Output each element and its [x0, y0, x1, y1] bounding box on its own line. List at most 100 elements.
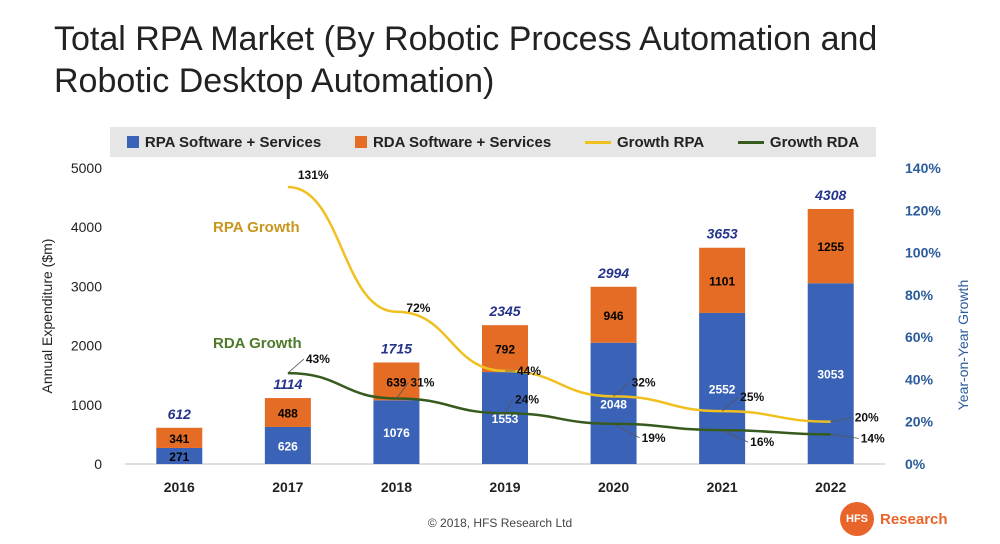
bar-label-rpa-2022: 3053: [817, 368, 844, 382]
point-label-growth-rda-2019: 24%: [515, 392, 539, 406]
bar-label-rpa-2017: 626: [278, 439, 298, 453]
y2-tick-label-2: 40%: [905, 371, 934, 387]
logo-text: Research: [880, 510, 948, 528]
point-label-growth-rda-2017: 43%: [306, 352, 330, 366]
line-growth-rda: [287, 371, 831, 436]
total-label-2017: 1114: [273, 376, 302, 392]
legend-label-growth-rda: Growth RDA: [769, 133, 860, 151]
bar-label-rpa-2018: 1076: [383, 426, 410, 440]
legend-item-rpa: RPA Software + Services: [126, 133, 322, 151]
point-label-growth-rda-2020: 19%: [642, 431, 666, 445]
y-tick-label-3000: 3000: [71, 278, 102, 294]
bar-label-rda-2016: 341: [169, 432, 189, 446]
bar-label-rda-2019: 792: [495, 343, 515, 357]
point-label-growth-rpa-2022: 20%: [855, 411, 879, 425]
x-tick-label-2019: 2019: [489, 479, 520, 495]
hfs-logo: HFS Research: [840, 502, 948, 536]
point-label-growth-rpa-2019: 44%: [517, 364, 541, 378]
y2-tick-label-6: 120%: [905, 202, 941, 218]
legend-item-growth-rda: Growth RDA: [737, 133, 860, 151]
legend-item-rda: RDA Software + Services: [354, 133, 552, 151]
y2-tick-label-1: 20%: [905, 414, 934, 430]
total-label-2022: 4308: [814, 187, 846, 203]
bar-label-rda-2021: 1101: [709, 274, 735, 288]
y2-tick-label-4: 80%: [905, 287, 934, 303]
bar-rda-2016: [156, 427, 203, 448]
point-label-growth-rda-2021: 16%: [750, 435, 774, 449]
legend-swatch-rda: [354, 136, 367, 148]
legend-swatch-rpa: [126, 136, 139, 148]
x-tick-label-2021: 2021: [707, 479, 738, 495]
total-label-2020: 2994: [597, 265, 629, 281]
point-label-growth-rpa-2018: 72%: [406, 301, 430, 315]
annotation-rda-growth: RDA Growth: [213, 335, 302, 352]
leader-growth-rpa-2020: [613, 382, 630, 397]
y-tick-label-1000: 1000: [71, 397, 102, 413]
point-label-growth-rpa-2020: 32%: [632, 375, 656, 389]
legend-label-rpa: RPA Software + Services: [144, 133, 322, 151]
legend-label-rda: RDA Software + Services: [372, 133, 552, 151]
legend-swatch-growth-rpa: [584, 140, 611, 144]
y-tick-label-4000: 4000: [71, 219, 102, 235]
x-tick-label-2016: 2016: [164, 479, 195, 495]
y-tick-label-0: 0: [94, 456, 102, 472]
y2-tick-label-5: 100%: [905, 245, 941, 261]
bar-rpa-2020: [590, 342, 637, 464]
x-tick-label-2017: 2017: [272, 479, 303, 495]
copyright-text: © 2018, HFS Research Ltd: [427, 516, 573, 530]
bar-label-rda-2022: 1255: [817, 240, 844, 254]
annotation-rpa-growth: RPA Growth: [213, 219, 300, 236]
bar-label-rpa-2021: 2552: [709, 382, 736, 396]
legend-swatch-growth-rda: [737, 140, 764, 144]
leader-growth-rpa-2021: [721, 396, 739, 412]
x-tick-label-2022: 2022: [815, 479, 846, 495]
bar-rpa-2016: [156, 447, 203, 464]
x-tick-label-2018: 2018: [381, 479, 412, 495]
bar-rda-2021: [699, 247, 746, 313]
bar-rda-2022: [807, 208, 854, 284]
point-label-growth-rpa-2017: 131%: [298, 168, 329, 182]
bar-rpa-2021: [699, 312, 746, 464]
y2-tick-label-0: 0%: [905, 456, 926, 472]
legend-item-growth-rpa: Growth RPA: [584, 133, 705, 151]
y-tick-label-5000: 5000: [71, 160, 102, 176]
y2-tick-label-3: 60%: [905, 329, 934, 345]
leader-growth-rda-2017: [287, 358, 305, 374]
y2-tick-label-7: 140%: [905, 160, 941, 176]
leader-growth-rda-2018: [396, 382, 409, 399]
line-growth-rpa: [287, 185, 831, 423]
bar-rda-2020: [590, 286, 637, 343]
bar-label-rda-2018: 639: [386, 375, 406, 389]
leader-growth-rda-2020: [613, 423, 640, 439]
leader-growth-rpa-2022: [830, 417, 853, 423]
total-label-2016: 612: [168, 406, 192, 422]
total-label-2019: 2345: [488, 303, 520, 319]
legend-label-growth-rpa: Growth RPA: [616, 133, 705, 151]
y2-axis-title: Year-on-Year Growth: [955, 280, 971, 410]
logo-badge: HFS: [840, 502, 874, 536]
chart-title: Total RPA Market (By Robotic Process Aut…: [54, 20, 878, 100]
bar-label-rpa-2020: 2048: [600, 397, 627, 411]
bar-rda-2017: [264, 398, 311, 427]
bar-rpa-2018: [373, 400, 420, 464]
leader-growth-rda-2022: [830, 434, 859, 439]
legend: RPA Software + Services RDA Software + S…: [110, 127, 876, 157]
y-tick-label-2000: 2000: [71, 338, 102, 354]
bar-label-rpa-2019: 1553: [492, 412, 519, 426]
bar-label-rda-2020: 946: [604, 309, 624, 323]
point-label-growth-rpa-2021: 25%: [740, 390, 764, 404]
point-label-growth-rda-2022: 14%: [861, 431, 885, 445]
bar-rpa-2019: [482, 372, 528, 464]
leader-growth-rda-2019: [504, 399, 514, 414]
leader-growth-rda-2021: [721, 429, 749, 443]
bar-label-rda-2017: 488: [278, 406, 298, 420]
y-axis-title: Annual Expenditure ($m): [39, 239, 55, 394]
total-label-2021: 3653: [707, 226, 738, 242]
point-label-growth-rda-2018: 31%: [410, 375, 434, 389]
total-label-2018: 1715: [381, 340, 412, 356]
bar-label-rpa-2016: 271: [169, 450, 189, 464]
x-tick-label-2020: 2020: [598, 479, 629, 495]
bar-rda-2019: [482, 325, 528, 373]
bar-rda-2018: [373, 362, 420, 401]
